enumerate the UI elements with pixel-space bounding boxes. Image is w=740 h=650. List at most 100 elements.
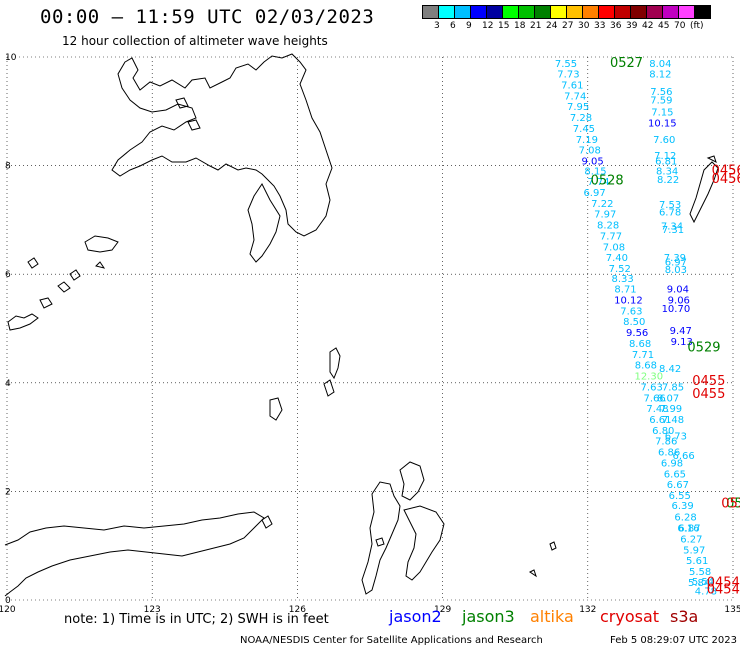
swh-value-label: 6.86 — [658, 448, 680, 459]
swh-labels: 7.557.737.617.747.957.287.457.197.089.05… — [555, 56, 740, 598]
swh-value-label: 8.33 — [612, 274, 634, 285]
color-legend-label: 6 — [450, 21, 456, 31]
swh-value-label: 7.52 — [609, 264, 631, 275]
color-legend-label: 15 — [498, 21, 510, 31]
color-legend-label: 21 — [530, 21, 542, 31]
coastline-small-8 — [529, 569, 537, 578]
map-subtitle: 12 hour collection of altimeter wave hei… — [62, 34, 328, 48]
footer-organization: NOAA/NESDIS Center for Satellite Applica… — [240, 635, 543, 646]
map-title: 00:00 — 11:59 UTC 02/03/2023 — [40, 6, 375, 28]
axis-tick-labels: 120 123 126 129 132 135 10 8 6 4 2 0 — [0, 53, 740, 615]
swh-value-label: 9.47 — [670, 326, 692, 337]
coastline-talaud-2 — [269, 397, 283, 421]
swh-value-label: 12.30 — [634, 372, 663, 383]
color-legend-label: 45 — [658, 21, 670, 31]
swh-value-label: 7.85 — [662, 382, 684, 393]
lon-tick-label: 123 — [144, 605, 161, 615]
color-legend-label: 39 — [626, 21, 638, 31]
map-grid — [6, 56, 734, 601]
swh-value-label: 5.84 — [688, 578, 710, 589]
swh-value-label: 8.12 — [649, 70, 671, 81]
coastline-palau — [689, 161, 719, 224]
swh-value-label: 7.40 — [606, 253, 628, 264]
swh-value-label: 8.28 — [597, 221, 619, 232]
swh-value-label: 7.60 — [653, 135, 675, 146]
lon-tick-label: 120 — [0, 605, 16, 615]
swh-value-label: 7.66 — [643, 393, 665, 404]
swh-value-label: 6.55 — [669, 491, 691, 502]
coastline-small-3 — [27, 257, 39, 269]
coastline-small-2 — [69, 269, 81, 281]
coastline — [4, 53, 719, 597]
coastline-palau-2 — [706, 155, 717, 163]
lat-tick-label: 10 — [5, 53, 17, 63]
coastline-mindanao — [111, 53, 333, 237]
color-legend-label: (ft) — [690, 21, 704, 31]
swh-value-label: 7.95 — [567, 102, 589, 113]
swh-value-label: 6.39 — [672, 501, 694, 512]
track-time-label: 0455 — [692, 374, 725, 389]
track-time-label: 0456 — [712, 163, 740, 178]
swh-value-label: 6.81 — [655, 157, 677, 168]
swh-value-label: 6.16 — [677, 524, 699, 535]
color-legend-bar — [422, 5, 711, 19]
satellite-legend-altika: altika — [530, 607, 574, 626]
swh-value-label: 6.27 — [680, 534, 702, 545]
coastline-talaud — [329, 347, 341, 380]
track-time-label: 0529 — [687, 340, 720, 355]
swh-value-label: 7.99 — [660, 404, 682, 415]
color-legend-labels: 3 6 9 12 15 18 21 24 27 30 33 36 39 42 45 70 (ft) — [422, 21, 740, 33]
coastline-mindanao-lake — [175, 97, 189, 109]
color-legend-label: 24 — [546, 21, 558, 31]
color-legend-label: 70 — [674, 21, 686, 31]
swh-value-label: 7.77 — [600, 231, 622, 242]
swh-value-label: 7.39 — [664, 253, 686, 264]
swh-value-label: 6.87 — [678, 524, 700, 535]
swh-value-label: 9.13 — [671, 337, 693, 348]
swh-value-label: 8.71 — [614, 285, 636, 296]
swh-value-label: 7.45 — [573, 124, 595, 135]
coastline-sulu-islands — [7, 313, 39, 331]
swh-value-label: 8.34 — [656, 166, 678, 177]
swh-value-label: 8.07 — [657, 393, 679, 404]
swh-value-label: 7.63 — [641, 382, 663, 393]
swh-value-label: 10.15 — [648, 119, 677, 130]
swh-value-label: 5.58 — [689, 567, 711, 578]
coastline-small-4 — [95, 261, 106, 269]
coastline-small-1 — [57, 281, 71, 293]
color-legend-label: 33 — [594, 21, 606, 31]
swh-value-label: 6.65 — [664, 469, 686, 480]
coastline-small-7 — [549, 541, 557, 551]
coastline-mindanao-lake-2 — [187, 119, 201, 131]
lon-tick-label: 126 — [289, 605, 306, 615]
color-legend-label: 18 — [514, 21, 526, 31]
swh-value-label: 6.73 — [665, 431, 687, 442]
coastline-sulu-islands-2 — [39, 297, 53, 309]
swh-value-label: 6.98 — [661, 458, 683, 469]
swh-value-label: 7.34 — [661, 222, 683, 233]
swh-value-label: 9.06 — [668, 296, 690, 307]
swh-value-label: 7.74 — [587, 177, 609, 188]
color-legend-label: 36 — [610, 21, 622, 31]
satellite-legend-jason3: jason3 — [462, 607, 515, 626]
swh-value-label: 7.73 — [557, 70, 579, 81]
coastline-sulawesi — [4, 511, 265, 597]
track-time-label: 0454 — [707, 575, 740, 590]
swh-value-label: 7.55 — [555, 59, 577, 70]
lat-tick-label: 4 — [5, 379, 11, 389]
coastline-mindanao-south — [247, 183, 281, 263]
track-time-label: 0527 — [610, 56, 643, 71]
swh-value-label: 9.04 — [667, 285, 689, 296]
coastline-bird-head — [403, 505, 445, 581]
swh-value-label: 6.28 — [674, 513, 696, 524]
swh-value-label: 5.97 — [683, 545, 705, 556]
track-time-label: 0528 — [591, 174, 624, 189]
swh-value-label: 7.12 — [654, 151, 676, 162]
coastline-halmahera-east — [399, 461, 425, 501]
color-legend-label: 27 — [562, 21, 574, 31]
swh-value-label: 7.22 — [591, 199, 613, 210]
swh-value-label: 7.08 — [579, 146, 601, 157]
swh-value-label: 7.86 — [655, 437, 677, 448]
swh-value-label: 5.61 — [686, 556, 708, 567]
